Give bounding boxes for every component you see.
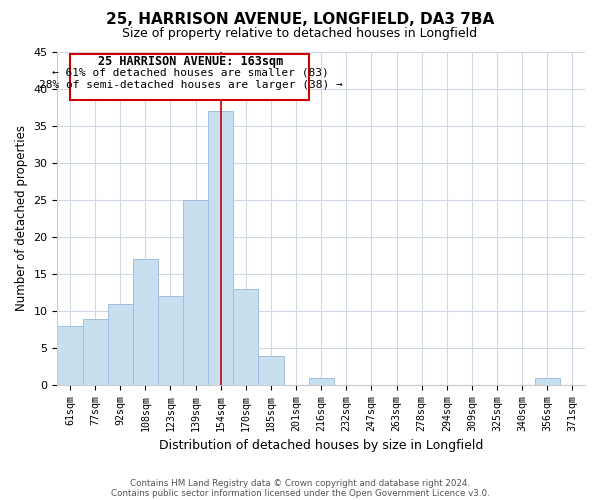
Bar xyxy=(133,260,158,386)
Bar xyxy=(308,378,334,386)
X-axis label: Distribution of detached houses by size in Longfield: Distribution of detached houses by size … xyxy=(159,440,484,452)
Bar xyxy=(158,296,183,386)
Bar xyxy=(58,326,83,386)
Text: 25, HARRISON AVENUE, LONGFIELD, DA3 7BA: 25, HARRISON AVENUE, LONGFIELD, DA3 7BA xyxy=(106,12,494,28)
Text: Size of property relative to detached houses in Longfield: Size of property relative to detached ho… xyxy=(122,28,478,40)
Text: ← 61% of detached houses are smaller (83): ← 61% of detached houses are smaller (83… xyxy=(52,68,329,78)
Text: Contains public sector information licensed under the Open Government Licence v3: Contains public sector information licen… xyxy=(110,488,490,498)
Bar xyxy=(183,200,208,386)
Text: Contains HM Land Registry data © Crown copyright and database right 2024.: Contains HM Land Registry data © Crown c… xyxy=(130,478,470,488)
Bar xyxy=(259,356,284,386)
Bar xyxy=(233,289,259,386)
Bar xyxy=(208,111,233,386)
FancyBboxPatch shape xyxy=(70,54,309,100)
Bar xyxy=(83,318,107,386)
Text: 25 HARRISON AVENUE: 163sqm: 25 HARRISON AVENUE: 163sqm xyxy=(98,55,283,68)
Text: 28% of semi-detached houses are larger (38) →: 28% of semi-detached houses are larger (… xyxy=(38,80,343,90)
Y-axis label: Number of detached properties: Number of detached properties xyxy=(15,126,28,312)
Bar xyxy=(535,378,560,386)
Bar xyxy=(107,304,133,386)
